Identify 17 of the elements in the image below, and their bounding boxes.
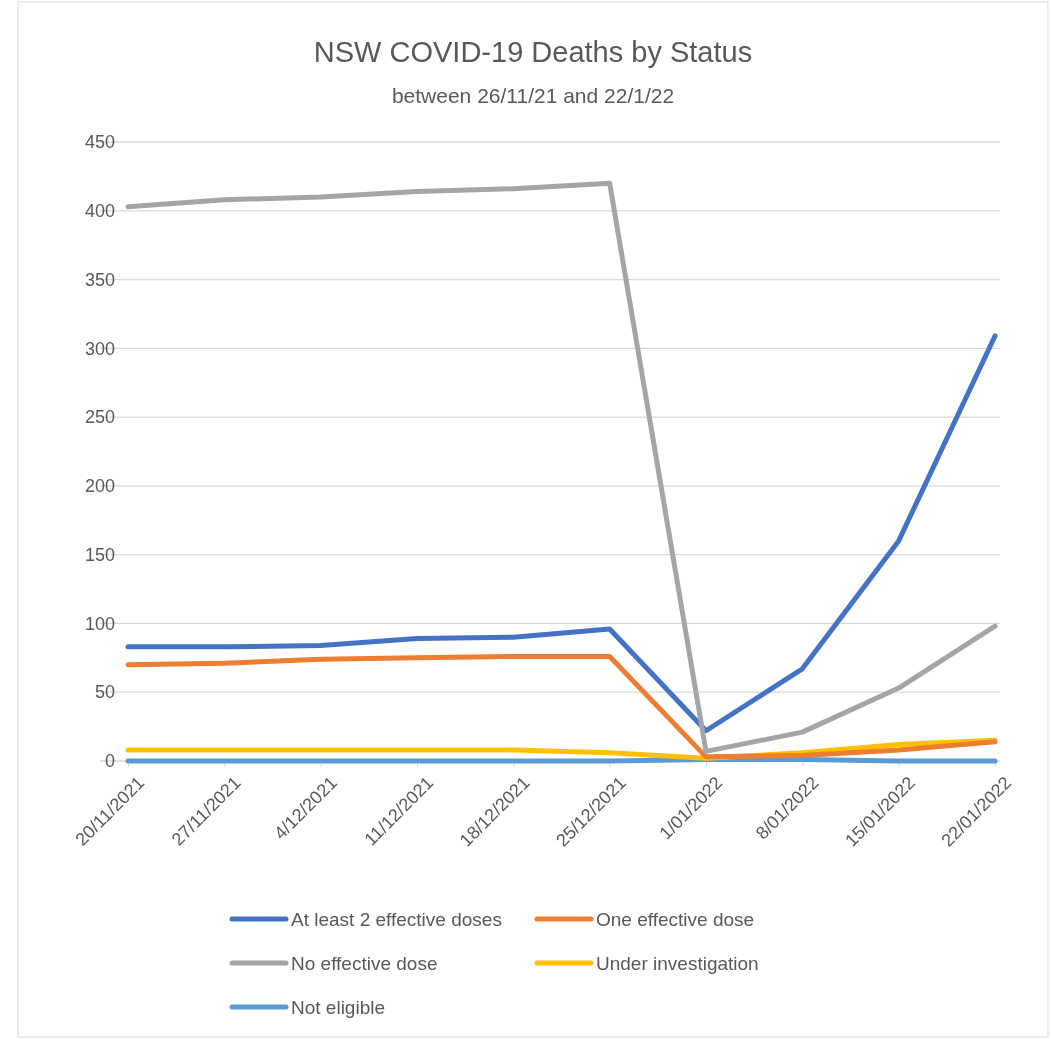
chart-title: NSW COVID-19 Deaths by Status [313, 36, 753, 68]
chart-subtitle: between 26/11/21 and 22/1/22 [391, 84, 675, 107]
legend-label: One effective dose [596, 909, 755, 930]
y-tick-label: 450 [84, 132, 115, 153]
legend-label: No effective dose [291, 953, 438, 974]
legend-label: Not eligible [291, 997, 385, 1018]
y-tick-label: 300 [84, 338, 115, 359]
y-tick-label: 400 [84, 201, 115, 222]
y-tick-label: 150 [84, 544, 115, 565]
legend-label: Under investigation [596, 953, 759, 974]
y-tick-label: 100 [84, 613, 115, 634]
y-tick-label: 0 [104, 751, 115, 772]
y-tick-label: 350 [84, 269, 115, 290]
y-tick-label: 250 [84, 407, 115, 428]
y-tick-label: 50 [94, 682, 115, 703]
y-tick-label: 200 [84, 476, 115, 497]
legend-label: At least 2 effective doses [291, 909, 502, 930]
